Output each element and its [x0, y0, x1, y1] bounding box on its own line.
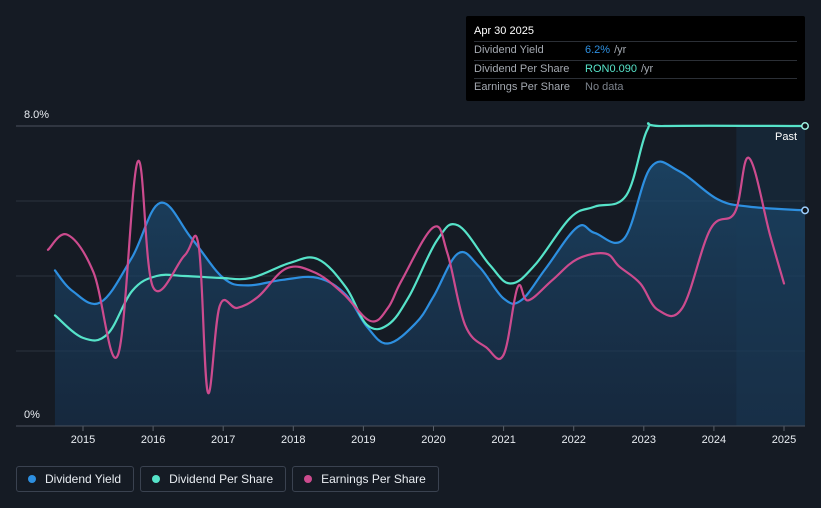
- x-tick-label: 2019: [351, 434, 375, 446]
- tooltip-panel: Apr 30 2025 Dividend Yield 6.2%/yr Divid…: [466, 16, 805, 101]
- tooltip-row: Dividend Yield 6.2%/yr: [474, 41, 797, 60]
- tooltip-row: Dividend Per Share RON0.090/yr: [474, 59, 797, 79]
- x-tick-label: 2018: [281, 434, 305, 446]
- x-tick-label: 2023: [632, 434, 656, 446]
- x-tick-label: 2015: [71, 434, 95, 446]
- past-label: Past: [775, 131, 798, 143]
- legend-dot-icon: [28, 475, 36, 483]
- series-end-marker: [801, 122, 809, 130]
- legend-item-dividend-per-share[interactable]: Dividend Per Share: [140, 466, 287, 492]
- tooltip-label: Dividend Yield: [474, 44, 544, 56]
- series-end-marker: [801, 206, 809, 215]
- x-tick-label: 2022: [561, 434, 585, 446]
- legend-item-dividend-yield[interactable]: Dividend Yield: [16, 466, 135, 492]
- past-region-shade: [736, 126, 805, 426]
- y-tick-label-top: 8.0%: [24, 109, 50, 121]
- x-tick-label: 2016: [141, 434, 165, 446]
- tooltip-value: No data: [585, 81, 624, 93]
- x-tick-label: 2024: [702, 434, 726, 446]
- dividend-yield-area: [54, 126, 806, 426]
- tooltip-date: Apr 30 2025: [474, 25, 534, 37]
- tooltip-label: Earnings Per Share: [474, 81, 570, 93]
- legend: Dividend Yield Dividend Per Share Earnin…: [16, 466, 439, 492]
- series-line: [53, 122, 807, 342]
- tooltip-label: Dividend Per Share: [474, 62, 570, 75]
- series-lines: [46, 122, 807, 395]
- x-tick-label: 2020: [421, 434, 445, 446]
- tooltip-value: RON0.090: [585, 62, 637, 75]
- tooltip-unit: /yr: [614, 44, 627, 56]
- end-markers: [801, 122, 809, 215]
- legend-dot-icon: [304, 475, 313, 483]
- x-tick-label: 2025: [772, 434, 796, 446]
- legend-item-earnings-per-share[interactable]: Earnings Per Share: [292, 466, 439, 492]
- y-tick-label-bottom: 0%: [24, 409, 40, 421]
- legend-label: Earnings Per Share: [321, 472, 426, 486]
- x-axis: 2015 2016 2017 2018 2019 2020 2021 2022 2023 2024…: [16, 425, 805, 446]
- x-tick-label: 2021: [491, 434, 515, 446]
- tooltip-unit: /yr: [640, 62, 654, 75]
- series-line: [53, 160, 807, 345]
- series-line: [46, 156, 786, 395]
- tooltip-value: 6.2%: [585, 44, 611, 56]
- legend-label: Dividend Per Share: [169, 472, 274, 486]
- tooltip-row: Earnings Per Share No data: [474, 78, 797, 97]
- x-tick-label: 2017: [211, 434, 235, 446]
- legend-dot-icon: [152, 475, 161, 483]
- series-area: [54, 161, 806, 426]
- legend-label: Dividend Yield: [45, 472, 122, 486]
